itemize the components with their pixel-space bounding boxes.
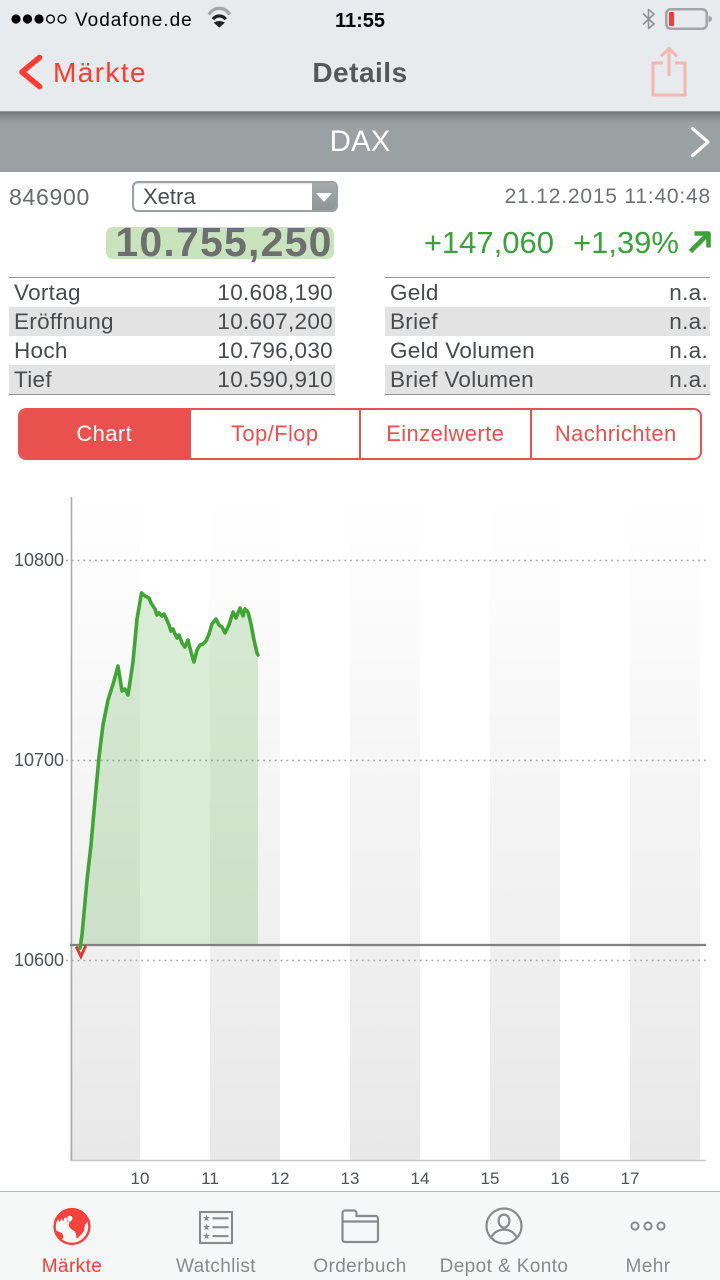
svg-text:12: 12 (271, 1169, 290, 1188)
svg-text:11: 11 (201, 1169, 219, 1188)
svg-text:17: 17 (621, 1169, 640, 1188)
svg-text:10600: 10600 (14, 950, 64, 970)
svg-text:10700: 10700 (14, 750, 64, 770)
svg-text:13: 13 (341, 1169, 360, 1188)
svg-text:10800: 10800 (14, 550, 64, 570)
svg-text:14: 14 (411, 1169, 430, 1188)
svg-text:15: 15 (481, 1169, 500, 1188)
svg-text:10: 10 (131, 1169, 150, 1188)
svg-text:16: 16 (551, 1169, 570, 1188)
